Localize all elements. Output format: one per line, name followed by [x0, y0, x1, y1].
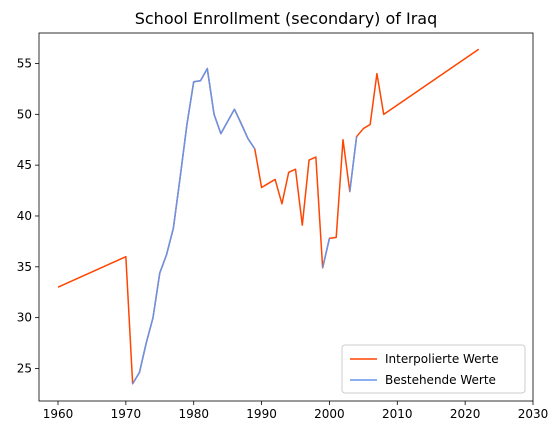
legend: Interpolierte Werte Bestehende Werte	[341, 344, 526, 394]
y-tick-label: 55	[17, 56, 32, 70]
y-tick-label: 25	[17, 361, 32, 375]
series-line-2	[131, 67, 358, 385]
legend-label-2: Bestehende Werte	[385, 373, 496, 387]
y-tick-label: 50	[17, 107, 32, 121]
x-tick-label: 1960	[43, 407, 74, 421]
x-tick-label: 1970	[111, 407, 142, 421]
y-tick-label: 35	[17, 260, 32, 274]
series-line-1	[57, 48, 480, 385]
x-tick-label: 2000	[314, 407, 345, 421]
y-tick-label: 30	[17, 311, 32, 325]
plot-frame	[38, 32, 534, 402]
x-tick-label: 1990	[246, 407, 277, 421]
plot-area	[57, 48, 480, 385]
legend-box	[341, 344, 526, 394]
x-tick-label: 2030	[518, 407, 549, 421]
y-tick-label: 40	[17, 209, 32, 223]
x-tick-label: 2020	[450, 407, 481, 421]
y-tick-label: 45	[17, 158, 32, 172]
x-tick-label: 1980	[178, 407, 209, 421]
chart-title: School Enrollment (secondary) of Iraq	[135, 9, 438, 28]
x-tick-label: 2010	[382, 407, 413, 421]
axes: 1960 1970 1980 1990 2000 2010 2020 2030 25 30 35 40…	[17, 32, 549, 421]
legend-label-1: Interpolierte Werte	[385, 352, 499, 366]
